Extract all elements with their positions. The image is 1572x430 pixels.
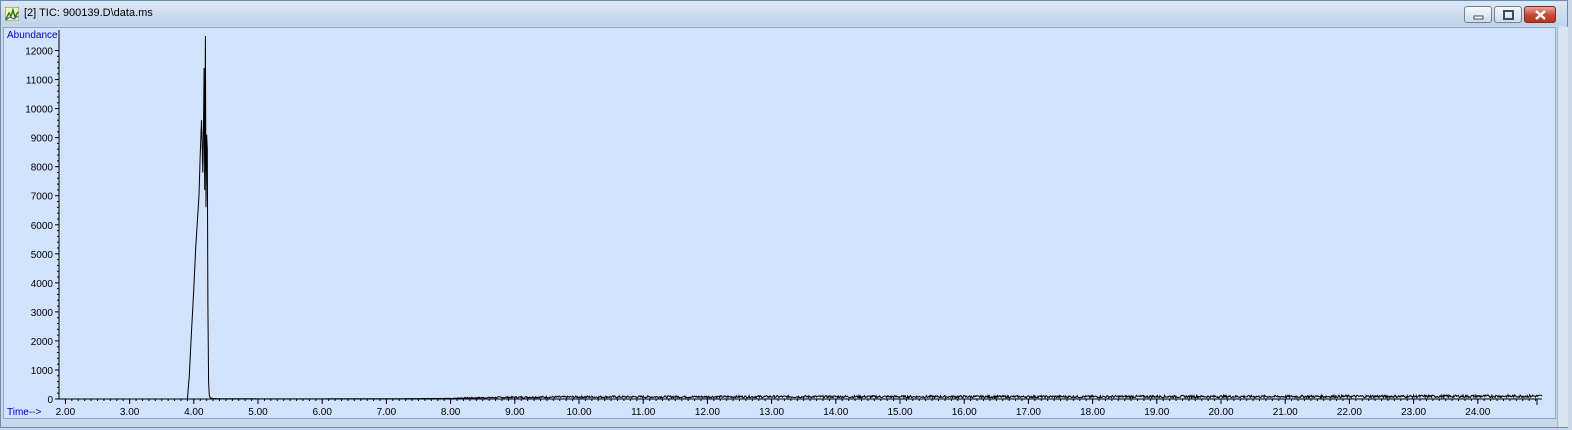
chromatogram-app-icon bbox=[5, 7, 19, 21]
y-tick-label: 7000 bbox=[31, 192, 54, 203]
x-tick-label: 24.00 bbox=[1465, 407, 1490, 418]
x-tick-label: 7.00 bbox=[377, 407, 397, 418]
x-tick-label: 13.00 bbox=[759, 407, 784, 418]
x-tick-label: 6.00 bbox=[312, 407, 332, 418]
minimize-icon bbox=[1473, 15, 1484, 20]
x-tick-label: 18.00 bbox=[1080, 407, 1105, 418]
y-tick-label: 0 bbox=[47, 395, 53, 406]
y-tick-label: 4000 bbox=[31, 279, 54, 290]
y-tick-label: 10000 bbox=[25, 105, 53, 116]
x-tick-label: 3.00 bbox=[120, 407, 140, 418]
title-bar[interactable]: [2] TIC: 900139.D\data.ms bbox=[1, 1, 1567, 27]
x-tick-label: 19.00 bbox=[1144, 407, 1169, 418]
y-axis-label: Abundance bbox=[7, 30, 58, 41]
x-tick-label: 20.00 bbox=[1208, 407, 1233, 418]
y-tick-label: 12000 bbox=[25, 47, 53, 58]
maximize-icon bbox=[1503, 10, 1514, 20]
chromatogram-plot-area[interactable]: 0 1000 2000 3000 4000 5000 6000 7000 8000 9000 100… bbox=[3, 27, 1556, 419]
x-tick-label: 22.00 bbox=[1337, 407, 1362, 418]
x-tick-label: 10.00 bbox=[566, 407, 591, 418]
y-tick-label: 5000 bbox=[31, 250, 54, 261]
x-tick-label: 14.00 bbox=[823, 407, 848, 418]
y-tick-label: 9000 bbox=[31, 134, 54, 145]
x-axis-label: Time--> bbox=[7, 407, 42, 418]
window-title: [2] TIC: 900139.D\data.ms bbox=[24, 7, 153, 19]
close-icon bbox=[1535, 10, 1546, 20]
maximize-button[interactable] bbox=[1494, 6, 1522, 23]
window-resize-edge[interactable] bbox=[1557, 27, 1568, 427]
x-tick-label: 23.00 bbox=[1401, 407, 1426, 418]
y-tick-label: 1000 bbox=[31, 366, 54, 377]
tic-trace-series-0 bbox=[59, 35, 1543, 400]
x-tick-label: 15.00 bbox=[887, 407, 912, 418]
x-tick-label: 2.00 bbox=[56, 407, 76, 418]
y-tick-label: 11000 bbox=[26, 76, 54, 87]
x-tick-label: 16.00 bbox=[952, 407, 977, 418]
y-tick-label: 2000 bbox=[31, 337, 54, 348]
x-tick-label: 9.00 bbox=[505, 407, 525, 418]
x-tick-label: 4.00 bbox=[184, 407, 204, 418]
x-tick-label: 8.00 bbox=[441, 407, 461, 418]
minimize-button[interactable] bbox=[1464, 6, 1492, 23]
x-tick-label: 5.00 bbox=[248, 407, 268, 418]
x-tick-label: 11.00 bbox=[631, 407, 656, 418]
chromatogram-chart: 0 1000 2000 3000 4000 5000 6000 7000 8000 9000 100… bbox=[7, 30, 1543, 418]
y-tick-label: 6000 bbox=[31, 221, 54, 232]
x-tick-label: 17.00 bbox=[1016, 407, 1041, 418]
y-tick-label: 8000 bbox=[31, 163, 54, 174]
close-button[interactable] bbox=[1524, 6, 1556, 23]
y-tick-label: 3000 bbox=[31, 308, 54, 319]
x-tick-label: 21.00 bbox=[1273, 407, 1298, 418]
x-tick-label: 12.00 bbox=[695, 407, 720, 418]
